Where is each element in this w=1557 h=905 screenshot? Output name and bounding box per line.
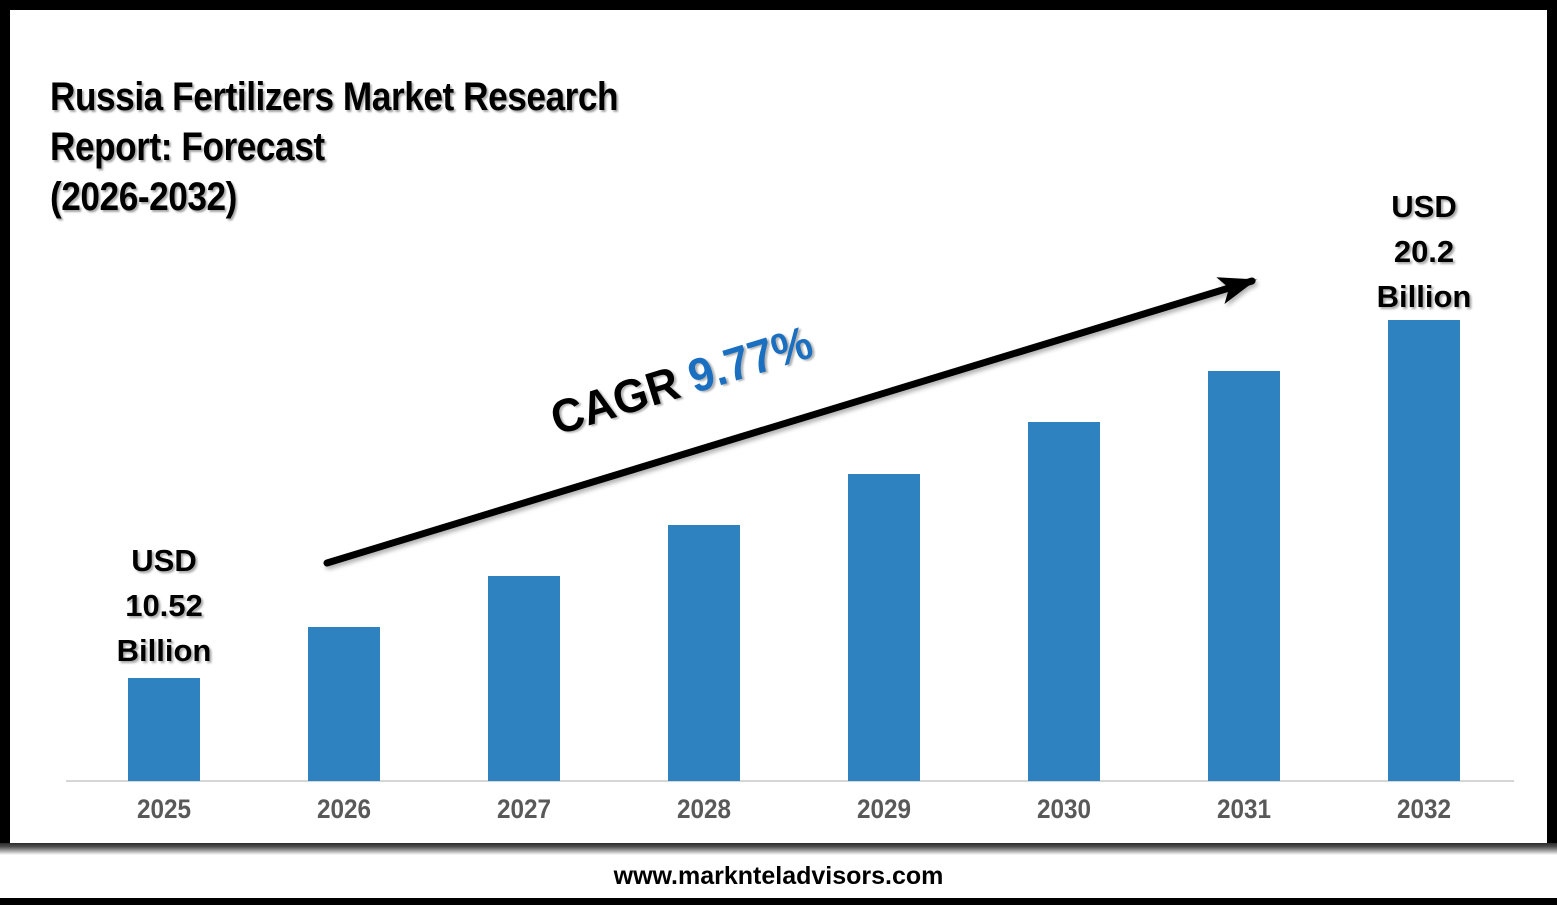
text-line: Report: Forecast: [50, 125, 325, 169]
bar-2032: [1388, 320, 1460, 781]
text-line: 10.52: [125, 588, 203, 623]
tick-label-2029: 2029: [856, 794, 912, 824]
frame-border-top: [0, 0, 1557, 10]
frame-border-left: [0, 0, 10, 843]
tick-label-2027: 2027: [496, 794, 552, 824]
text-line: USD: [131, 543, 197, 578]
bar-2025: [128, 678, 200, 781]
text-line: Russia Fertilizers Market Research: [50, 75, 619, 119]
tick-label-2025: 2025: [136, 794, 192, 824]
tick-label-2026: 2026: [316, 794, 372, 824]
cagr-annotation: CAGR 9.77%: [544, 314, 819, 446]
start-value-label: USD 10.52 Billion: [74, 538, 254, 673]
bar-2028: [668, 525, 740, 781]
bar-2026: [308, 627, 380, 781]
tick-label-2031: 2031: [1216, 794, 1272, 824]
cagr-value-label: 9.77%: [681, 315, 819, 403]
text-line: (2026-2032): [50, 175, 237, 219]
text-line: Billion: [116, 633, 212, 668]
footer-url: www.marknteladvisors.com: [0, 855, 1557, 898]
bar-2030: [1028, 422, 1100, 781]
tick-label-2030: 2030: [1036, 794, 1092, 824]
frame-border-right: [1547, 0, 1557, 843]
tick-label-2028: 2028: [676, 794, 732, 824]
frame-border-bottom: [0, 898, 1557, 905]
bar-2027: [488, 576, 560, 781]
chart-title: Russia Fertilizers Market Research Report…: [50, 72, 619, 222]
text-line: 20.2: [1393, 234, 1455, 269]
end-value-label: USD 20.2 Billion: [1334, 184, 1514, 319]
tick-label-2032: 2032: [1396, 794, 1452, 824]
text-line: USD: [1391, 189, 1457, 224]
bar-2029: [848, 474, 920, 781]
cagr-prefix-label: CAGR: [544, 352, 698, 445]
x-axis-line: [66, 780, 1514, 782]
footer-divider-bar: [0, 843, 1557, 855]
text-line: Billion: [1376, 279, 1472, 314]
bar-2031: [1208, 371, 1280, 781]
